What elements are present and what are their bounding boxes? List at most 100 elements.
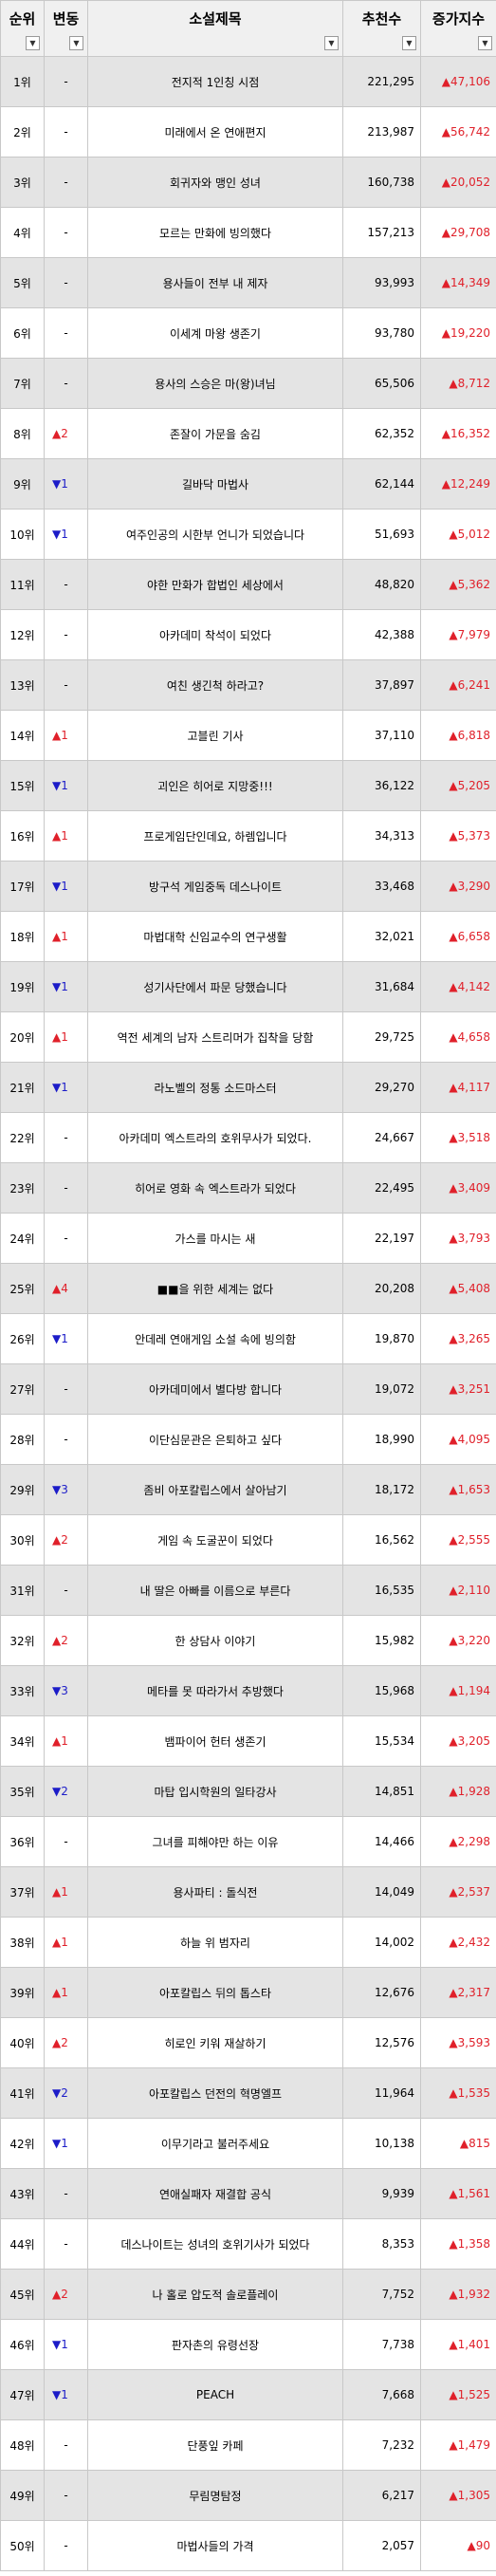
recommendations-cell: 19,870 — [342, 1313, 421, 1364]
rank-cell: 5위 — [0, 257, 45, 308]
novel-title-cell: 이단심문관은 은퇴하고 싶다 — [87, 1414, 343, 1465]
table-row: 40위 ▲2 히로인 키워 재살하기 12,576 ▲3,593 — [0, 2017, 496, 2068]
increase-cell: ▲2,537 — [420, 1866, 496, 1918]
rank-cell: 20위 — [0, 1011, 45, 1063]
table-row: 2위 - 미래에서 온 연애편지 213,987 ▲56,742 — [0, 106, 496, 158]
novel-title-cell: 야한 만화가 합법인 세상에서 — [87, 559, 343, 610]
recommendations-cell: 221,295 — [342, 56, 421, 107]
table-row: 15위 ▼1 괴인은 히어로 지망중!!! 36,122 ▲5,205 — [0, 760, 496, 811]
rank-cell: 49위 — [0, 2470, 45, 2521]
change-cell: ▼1 — [44, 1062, 88, 1113]
change-cell: - — [44, 1112, 88, 1163]
recommendations-cell: 16,562 — [342, 1514, 421, 1566]
increase-cell: ▲3,220 — [420, 1615, 496, 1666]
rank-cell: 10위 — [0, 509, 45, 560]
change-cell: - — [44, 1363, 88, 1415]
change-cell: ▼2 — [44, 1766, 88, 1817]
rank-cell: 34위 — [0, 1715, 45, 1767]
table-row: 19위 ▼1 성기사단에서 파문 당했습니다 31,684 ▲4,142 — [0, 961, 496, 1012]
increase-cell: ▲2,110 — [420, 1565, 496, 1616]
rank-cell: 35위 — [0, 1766, 45, 1817]
rank-cell: 45위 — [0, 2269, 45, 2320]
increase-cell: ▲3,290 — [420, 861, 496, 912]
rank-cell: 21위 — [0, 1062, 45, 1113]
increase-cell: ▲1,358 — [420, 2218, 496, 2270]
filter-dropdown-icon[interactable]: ▼ — [69, 36, 83, 50]
increase-cell: ▲1,653 — [420, 1464, 496, 1515]
rank-cell: 2위 — [0, 106, 45, 158]
table-row: 18위 ▲1 마법대학 신임교수의 연구생활 32,021 ▲6,658 — [0, 911, 496, 962]
novel-title-cell: 이세계 마왕 생존기 — [87, 307, 343, 359]
increase-cell: ▲47,106 — [420, 56, 496, 107]
table-header: 순위 ▼ 변동 ▼ 소설제목 ▼ 추천수 ▼ 증가지수 ▼ — [0, 0, 496, 57]
rank-cell: 41위 — [0, 2067, 45, 2119]
header-increase: 증가지수 ▼ — [420, 0, 496, 57]
recommendations-cell: 93,780 — [342, 307, 421, 359]
change-cell: - — [44, 659, 88, 711]
recommendations-cell: 12,576 — [342, 2017, 421, 2068]
rank-cell: 46위 — [0, 2319, 45, 2370]
recommendations-cell: 6,217 — [342, 2470, 421, 2521]
filter-dropdown-icon[interactable]: ▼ — [324, 36, 339, 50]
change-cell: ▼2 — [44, 2067, 88, 2119]
change-cell: ▲1 — [44, 1011, 88, 1063]
change-cell: - — [44, 257, 88, 308]
rank-cell: 47위 — [0, 2369, 45, 2420]
increase-cell: ▲4,117 — [420, 1062, 496, 1113]
novel-title-cell: 고블린 기사 — [87, 710, 343, 761]
table-row: 20위 ▲1 역전 세계의 남자 스트리머가 집착을 당함 29,725 ▲4,658 — [0, 1011, 496, 1063]
novel-title-cell: 길바닥 마법사 — [87, 458, 343, 510]
recommendations-cell: 18,990 — [342, 1414, 421, 1465]
table-row: 9위 ▼1 길바닥 마법사 62,144 ▲12,249 — [0, 458, 496, 510]
filter-dropdown-icon[interactable]: ▼ — [26, 36, 40, 50]
recommendations-cell: 29,270 — [342, 1062, 421, 1113]
change-cell: ▲2 — [44, 1615, 88, 1666]
header-title: 소설제목 ▼ — [87, 0, 343, 57]
table-row: 29위 ▼3 좀비 아포칼립스에서 살아남기 18,172 ▲1,653 — [0, 1464, 496, 1515]
change-cell: - — [44, 157, 88, 208]
recommendations-cell: 62,144 — [342, 458, 421, 510]
table-row: 42위 ▼1 이무기라고 불러주세요 10,138 ▲815 — [0, 2118, 496, 2169]
change-cell: ▲1 — [44, 1967, 88, 2018]
change-cell: ▲1 — [44, 710, 88, 761]
table-row: 7위 - 용사의 스승은 마(왕)녀님 65,506 ▲8,712 — [0, 358, 496, 409]
change-cell: - — [44, 2419, 88, 2471]
table-row: 21위 ▼1 라노벨의 정통 소드마스터 29,270 ▲4,117 — [0, 1062, 496, 1113]
novel-title-cell: 성기사단에서 파문 당했습니다 — [87, 961, 343, 1012]
recommendations-cell: 15,968 — [342, 1665, 421, 1716]
filter-dropdown-icon[interactable]: ▼ — [402, 36, 416, 50]
rank-cell: 32위 — [0, 1615, 45, 1666]
recommendations-cell: 9,939 — [342, 2168, 421, 2219]
table-row: 32위 ▲2 한 상담사 이야기 15,982 ▲3,220 — [0, 1615, 496, 1666]
novel-title-cell: 메타를 못 따라가서 추방했다 — [87, 1665, 343, 1716]
table-row: 49위 - 무림명탐정 6,217 ▲1,305 — [0, 2470, 496, 2521]
change-cell: - — [44, 106, 88, 158]
recommendations-cell: 10,138 — [342, 2118, 421, 2169]
novel-title-cell: 전지적 1인칭 시점 — [87, 56, 343, 107]
recommendations-cell: 7,752 — [342, 2269, 421, 2320]
increase-cell: ▲1,525 — [420, 2369, 496, 2420]
table-row: 44위 - 데스나이트는 성녀의 호위기사가 되었다 8,353 ▲1,358 — [0, 2218, 496, 2270]
increase-cell: ▲3,251 — [420, 1363, 496, 1415]
header-change: 변동 ▼ — [44, 0, 88, 57]
novel-title-cell: 용사파티 : 돌식전 — [87, 1866, 343, 1918]
novel-title-cell: 단풍잎 카페 — [87, 2419, 343, 2471]
change-cell: ▼1 — [44, 1313, 88, 1364]
novel-title-cell: 존잘이 가문을 숨김 — [87, 408, 343, 459]
table-row: 14위 ▲1 고블린 기사 37,110 ▲6,818 — [0, 710, 496, 761]
filter-dropdown-icon[interactable]: ▼ — [478, 36, 492, 50]
rank-cell: 22위 — [0, 1112, 45, 1163]
increase-cell: ▲14,349 — [420, 257, 496, 308]
table-row: 10위 ▼1 여주인공의 시한부 언니가 되었습니다 51,693 ▲5,012 — [0, 509, 496, 560]
change-cell: - — [44, 1162, 88, 1214]
novel-title-cell: 아카데미 착석이 되었다 — [87, 609, 343, 660]
table-row: 8위 ▲2 존잘이 가문을 숨김 62,352 ▲16,352 — [0, 408, 496, 459]
table-row: 30위 ▲2 게임 속 도굴꾼이 되었다 16,562 ▲2,555 — [0, 1514, 496, 1566]
table-row: 17위 ▼1 방구석 게임중독 데스나이트 33,468 ▲3,290 — [0, 861, 496, 912]
rank-cell: 24위 — [0, 1213, 45, 1264]
rank-cell: 4위 — [0, 207, 45, 258]
change-cell: ▼1 — [44, 760, 88, 811]
increase-cell: ▲3,205 — [420, 1715, 496, 1767]
change-cell: - — [44, 2168, 88, 2219]
rank-cell: 12위 — [0, 609, 45, 660]
